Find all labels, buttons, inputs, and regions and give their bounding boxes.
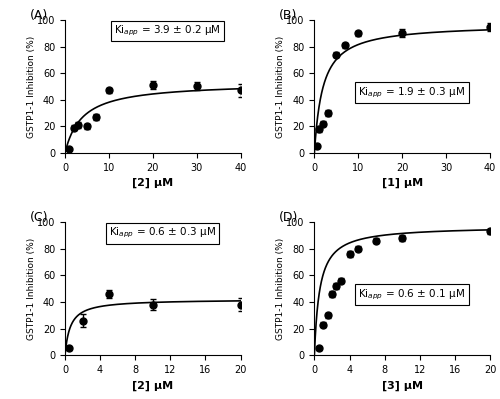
Text: Ki$_{app}$ = 0.6 ± 0.1 μM: Ki$_{app}$ = 0.6 ± 0.1 μM	[358, 288, 466, 302]
Text: (D): (D)	[280, 211, 298, 225]
Text: Ki$_{app}$ = 3.9 ± 0.2 μM: Ki$_{app}$ = 3.9 ± 0.2 μM	[114, 24, 220, 38]
Y-axis label: GSTP1-1 Inhibition (%): GSTP1-1 Inhibition (%)	[276, 36, 285, 138]
Y-axis label: GSTP1-1 Inhibition (%): GSTP1-1 Inhibition (%)	[276, 237, 285, 340]
Text: (C): (C)	[30, 211, 48, 225]
Text: Ki$_{app}$ = 0.6 ± 0.3 μM: Ki$_{app}$ = 0.6 ± 0.3 μM	[109, 226, 216, 241]
Text: (A): (A)	[30, 9, 48, 22]
X-axis label: [3] μM: [3] μM	[382, 380, 422, 391]
Text: (B): (B)	[280, 9, 297, 22]
Text: Ki$_{app}$ = 1.9 ± 0.3 μM: Ki$_{app}$ = 1.9 ± 0.3 μM	[358, 85, 466, 100]
Y-axis label: GSTP1-1 Inhibition (%): GSTP1-1 Inhibition (%)	[26, 237, 36, 340]
Y-axis label: GSTP1-1 Inhibition (%): GSTP1-1 Inhibition (%)	[26, 36, 36, 138]
X-axis label: [1] μM: [1] μM	[382, 178, 423, 188]
X-axis label: [2] μM: [2] μM	[132, 380, 173, 391]
X-axis label: [2] μM: [2] μM	[132, 178, 173, 188]
